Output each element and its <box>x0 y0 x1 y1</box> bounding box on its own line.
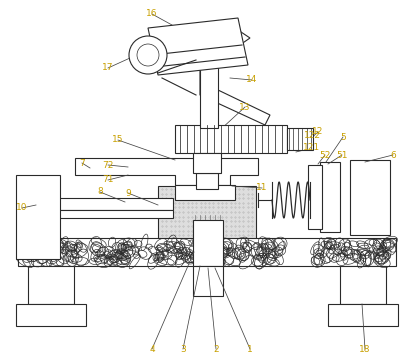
Text: 16: 16 <box>146 9 157 19</box>
Text: 1: 1 <box>247 345 252 354</box>
Bar <box>158 186 255 251</box>
Text: 9: 9 <box>125 188 131 197</box>
Bar <box>175 125 286 153</box>
Text: 6: 6 <box>389 150 395 159</box>
Polygon shape <box>199 60 269 125</box>
Bar <box>349 160 389 235</box>
Bar <box>339 266 385 304</box>
Text: 10: 10 <box>16 204 28 213</box>
Polygon shape <box>75 158 257 185</box>
Bar <box>16 175 60 259</box>
Bar <box>25 210 173 218</box>
Text: 2: 2 <box>213 345 218 354</box>
Bar <box>16 304 86 326</box>
Text: 7: 7 <box>79 159 85 168</box>
Text: 11: 11 <box>256 183 267 192</box>
Bar <box>192 220 223 266</box>
Text: 17: 17 <box>102 64 114 73</box>
Text: 13: 13 <box>239 103 250 112</box>
Text: 3: 3 <box>180 345 185 354</box>
Bar <box>28 266 74 304</box>
Bar <box>25 198 173 210</box>
Bar <box>199 60 218 128</box>
Bar <box>286 128 312 150</box>
Text: 71: 71 <box>102 176 114 185</box>
Bar <box>195 173 218 189</box>
Text: 52: 52 <box>318 150 330 159</box>
Text: 8: 8 <box>97 187 102 196</box>
Bar <box>18 238 395 266</box>
Text: 18: 18 <box>358 345 370 354</box>
Bar <box>192 266 223 296</box>
Polygon shape <box>199 28 249 60</box>
Text: 72: 72 <box>102 160 114 169</box>
Text: 121: 121 <box>303 144 320 153</box>
Text: 15: 15 <box>112 135 123 145</box>
Polygon shape <box>147 18 247 75</box>
Bar <box>192 153 221 173</box>
Bar <box>307 165 321 229</box>
Text: 12: 12 <box>311 127 323 136</box>
Bar <box>327 304 397 326</box>
Text: 5: 5 <box>339 132 345 141</box>
Bar <box>319 162 339 232</box>
Bar <box>175 185 235 200</box>
Text: 122: 122 <box>303 131 320 140</box>
Text: 4: 4 <box>149 345 154 354</box>
Text: 14: 14 <box>246 75 257 84</box>
Text: 51: 51 <box>335 150 347 159</box>
Ellipse shape <box>129 36 166 74</box>
